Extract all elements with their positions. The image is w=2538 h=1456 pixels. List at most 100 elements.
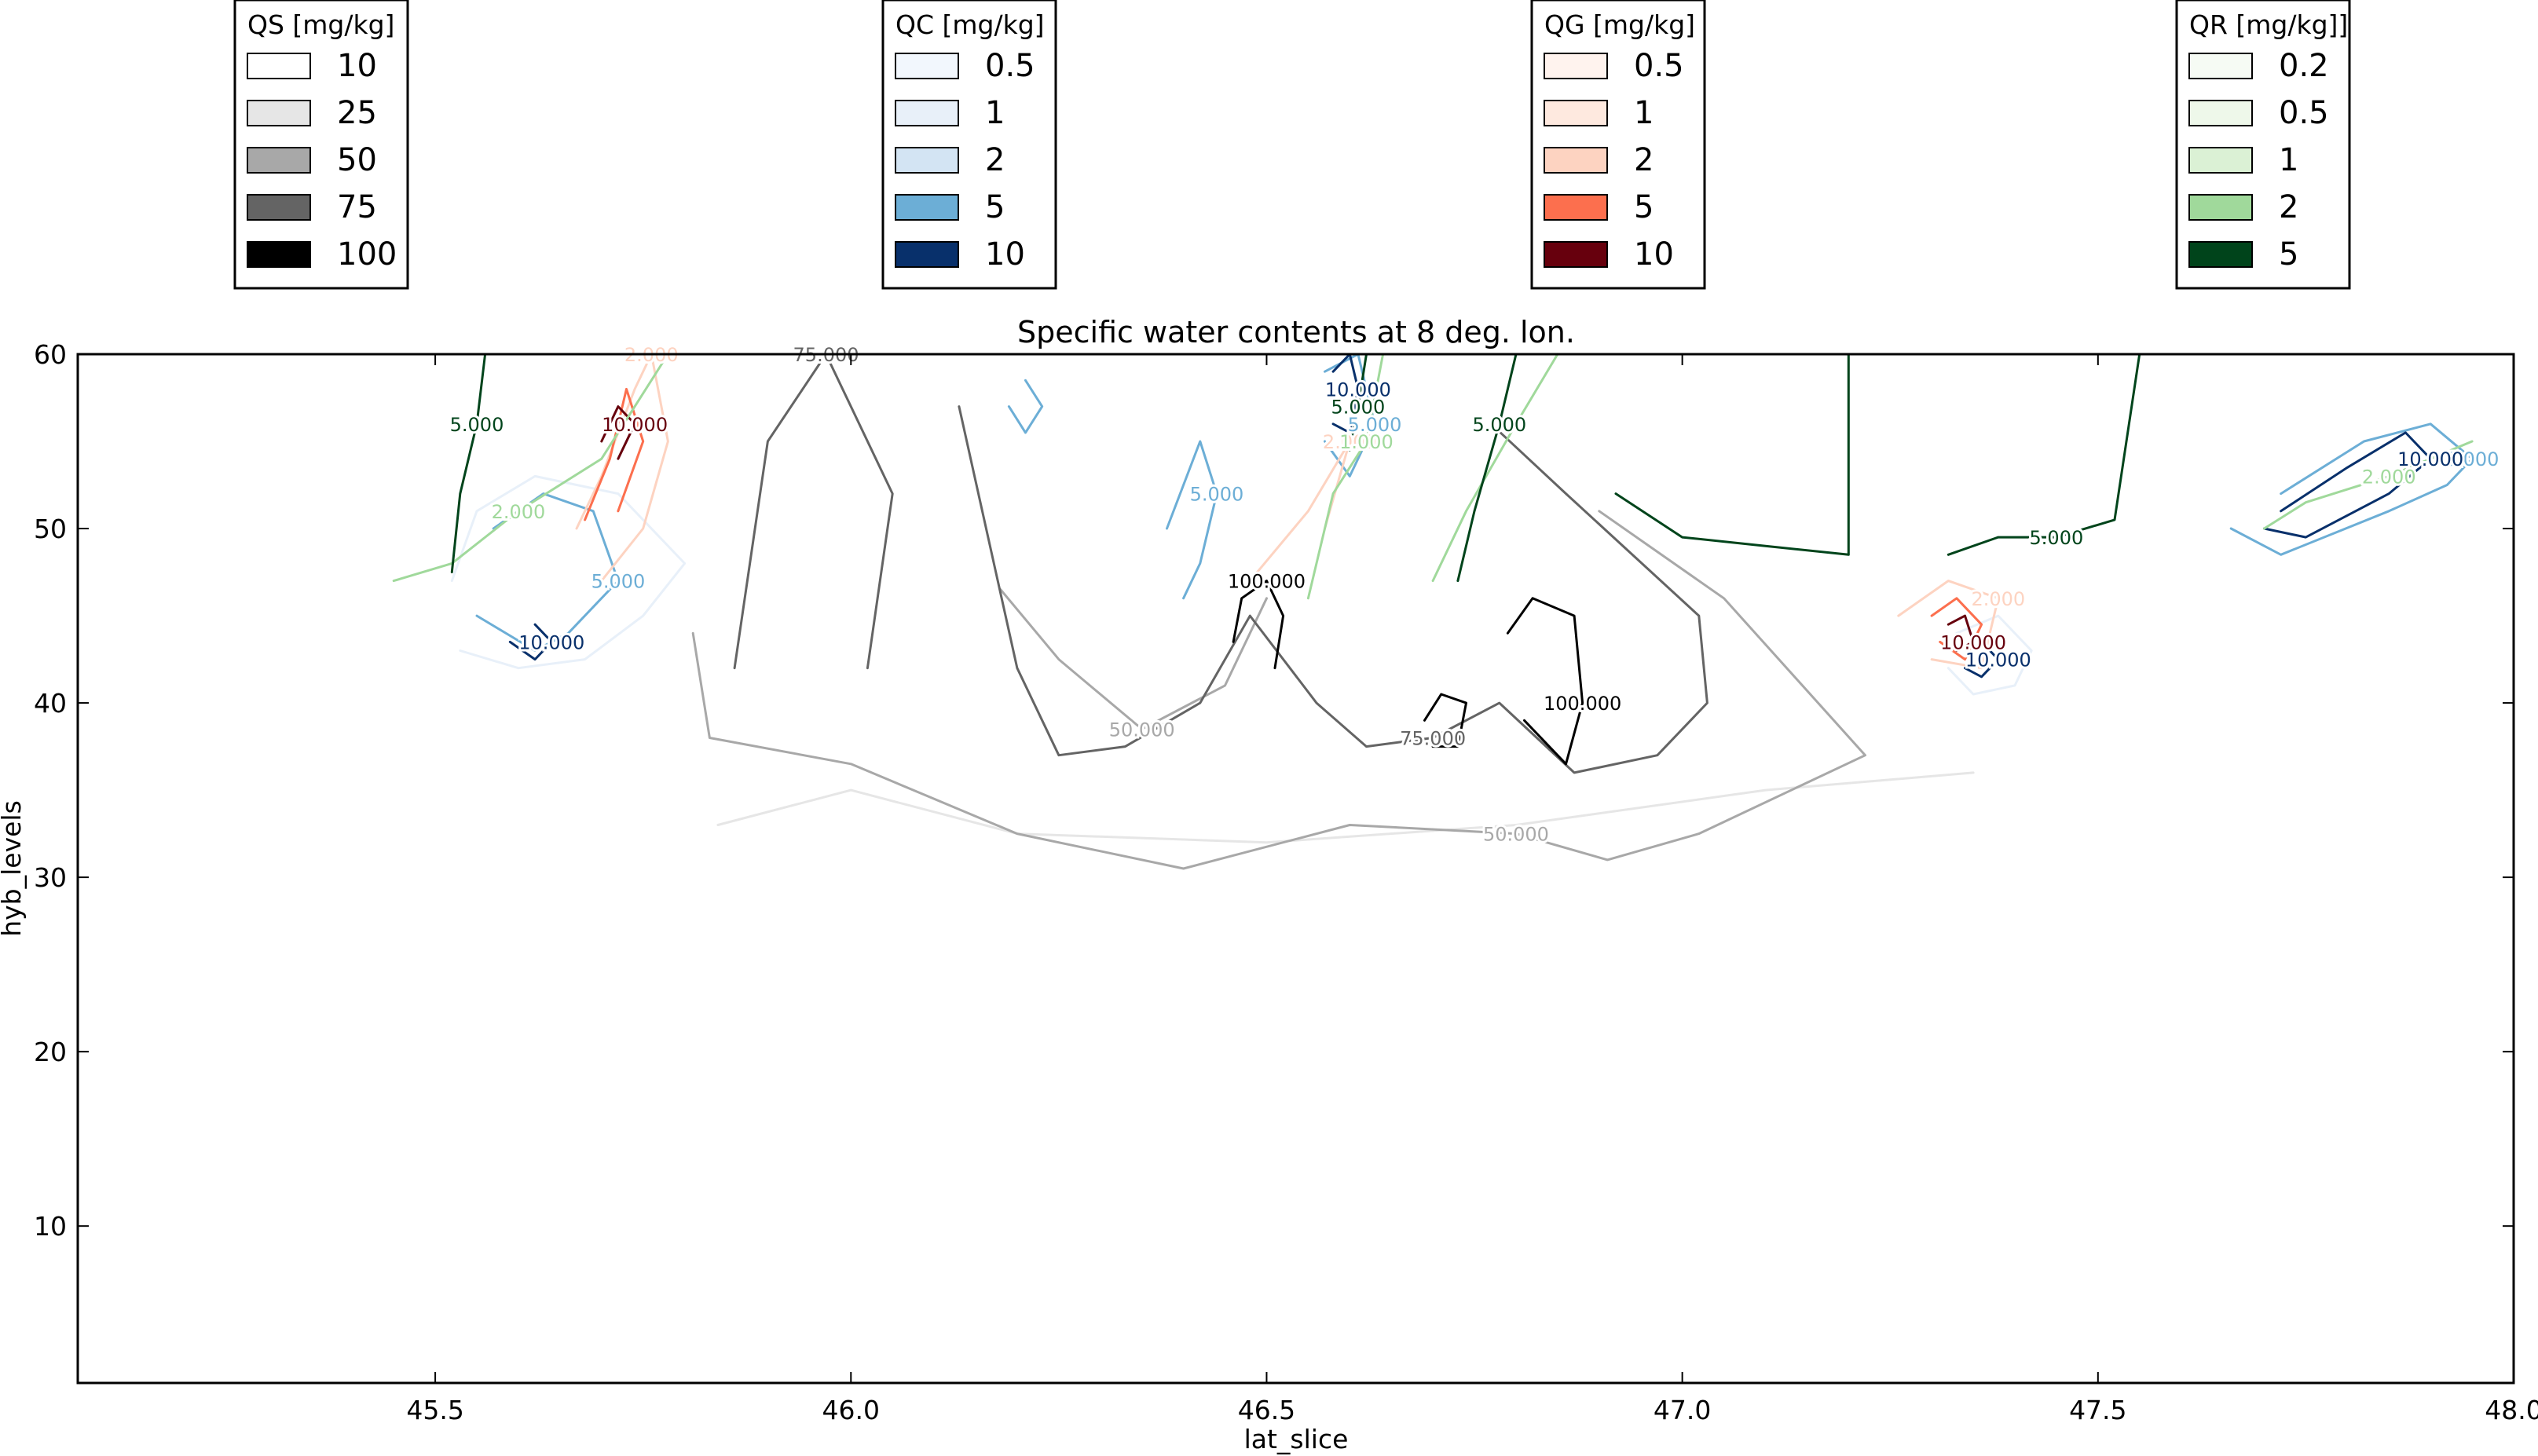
contour-label: 5.000	[1331, 397, 1386, 419]
y-tick-label: 20	[34, 1037, 67, 1067]
contour-label: 2.000	[2362, 466, 2416, 488]
legend-entry-label: 50	[337, 142, 377, 178]
contour-line	[1897, 580, 2000, 670]
legend-swatch	[1544, 241, 1608, 268]
contour-line	[1324, 353, 1376, 477]
contour-line	[1232, 580, 1285, 670]
legend-qr: QR [mg/kg]] 0.2 0.5 1 2 5	[2175, 0, 2351, 290]
legend-title: QR [mg/kg]]	[2189, 9, 2348, 40]
legend-swatch	[1544, 147, 1608, 174]
y-tick-label: 30	[34, 862, 67, 893]
contour-label: 5.000	[2445, 448, 2500, 470]
contour-label: 75.000	[1400, 727, 1466, 749]
y-axis-label: hyb_levels	[0, 800, 27, 937]
legend-swatch	[895, 241, 959, 268]
contour-line	[716, 771, 1975, 844]
plot-frame	[76, 353, 2515, 1385]
contour-label: 10.000	[2397, 448, 2463, 470]
contour-label: 10.000	[1940, 631, 2006, 653]
contour-line	[1423, 693, 1467, 748]
contour-label: 50.000	[1109, 719, 1175, 741]
contour-line	[1007, 379, 1044, 434]
legend-entry-label: 0.5	[1634, 48, 1684, 84]
legend-swatch	[895, 100, 959, 126]
contour-line	[2229, 423, 2474, 556]
contour-label: 1.000	[1339, 431, 1394, 453]
contour-label: 10.000	[1325, 379, 1391, 401]
contour-label: 5.000	[1190, 484, 1244, 506]
contour-line	[999, 588, 1268, 730]
legend-qs: QS [mg/kg] 10 25 50 75 100	[233, 0, 409, 290]
contour-line	[1348, 353, 1368, 452]
contour-line	[1964, 640, 2000, 679]
contour-line	[508, 623, 553, 661]
contour-label: 100.000	[1228, 571, 1306, 593]
legend-title: QC [mg/kg]	[895, 9, 1045, 40]
y-tick-label: 50	[34, 514, 67, 544]
contour-line	[584, 387, 645, 521]
contour-line	[450, 474, 687, 670]
contour-label: 100.000	[1544, 693, 1621, 715]
x-tick-label: 46.0	[822, 1395, 880, 1425]
contour-label: 5.000	[2030, 527, 2084, 549]
legend-swatch	[1544, 194, 1608, 221]
legend-swatch	[2188, 194, 2253, 221]
contour-line	[1614, 353, 1850, 556]
legend-entry-label: 5	[1634, 189, 1654, 225]
legend-swatch	[247, 147, 311, 174]
y-axis-ticks: 10 20 30 40 50 60	[34, 339, 2514, 1242]
contour-line	[1506, 597, 1584, 766]
contour-line	[733, 353, 894, 670]
x-axis-label: lat_slice	[1244, 1424, 1349, 1454]
legend-entry-label: 10	[985, 236, 1025, 273]
legend-swatch	[247, 53, 311, 79]
contour-line	[1331, 353, 1360, 434]
legend-swatch	[895, 147, 959, 174]
legend-swatch	[247, 241, 311, 268]
legend-entry-label: 10	[337, 48, 377, 84]
contour-label: 2.000	[1971, 588, 2025, 610]
legend-entry-label: 1	[2279, 142, 2298, 178]
legend-entry-label: 100	[337, 236, 397, 273]
legend-entry-label: 2	[1634, 142, 1654, 178]
contour-label: 5.000	[450, 414, 504, 436]
x-tick-label: 45.5	[406, 1395, 463, 1425]
contour-line	[958, 405, 1708, 774]
legend-entry-label: 10	[1634, 236, 1674, 273]
contour-line	[2263, 440, 2474, 530]
contour-lines	[392, 353, 2474, 870]
legend-entry-label: 5	[2279, 236, 2298, 273]
contour-line	[1431, 353, 1559, 583]
contour-line	[450, 353, 487, 573]
legend-entry-label: 0.5	[2279, 95, 2329, 131]
legend-entry-label: 2	[2279, 189, 2298, 225]
legend-title: QS [mg/kg]	[247, 9, 394, 40]
contour-line	[1306, 353, 1385, 600]
legend-entry-label: 1	[1634, 95, 1654, 131]
legend-entry-label: 5	[985, 189, 1005, 225]
legend-swatch	[1544, 53, 1608, 79]
x-tick-label: 48.0	[2485, 1395, 2538, 1425]
legend-entry-label: 1	[985, 95, 1005, 131]
legend-swatch	[247, 100, 311, 126]
contour-line	[1947, 353, 2141, 556]
contour-line	[392, 353, 669, 583]
contour-line	[1456, 353, 1518, 583]
contour-line	[1947, 614, 1975, 652]
contour-label: 5.000	[591, 571, 646, 593]
chart-title: Specific water contents at 8 deg. lon.	[1017, 315, 1575, 349]
legend-swatch	[2188, 53, 2253, 79]
contour-line	[575, 353, 669, 583]
y-tick-label: 60	[34, 339, 67, 370]
legend-swatch	[2188, 100, 2253, 126]
contour-label: 10.000	[518, 631, 584, 653]
legend-swatch	[2188, 147, 2253, 174]
legend-title: QG [mg/kg]	[1544, 9, 1695, 40]
legend-swatch	[895, 53, 959, 79]
legend-swatch	[895, 194, 959, 221]
x-tick-label: 47.0	[1654, 1395, 1711, 1425]
contour-line	[1248, 440, 1351, 583]
legend-swatch	[2188, 241, 2253, 268]
contour-label: 2.000	[492, 501, 546, 523]
contour-labels: 50.00050.00075.00075.000100.000100.0005.…	[448, 342, 2502, 848]
